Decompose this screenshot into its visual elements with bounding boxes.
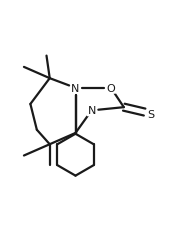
Text: O: O <box>107 83 115 93</box>
Text: S: S <box>148 109 155 119</box>
Text: N: N <box>71 83 80 93</box>
Text: N: N <box>87 106 96 116</box>
